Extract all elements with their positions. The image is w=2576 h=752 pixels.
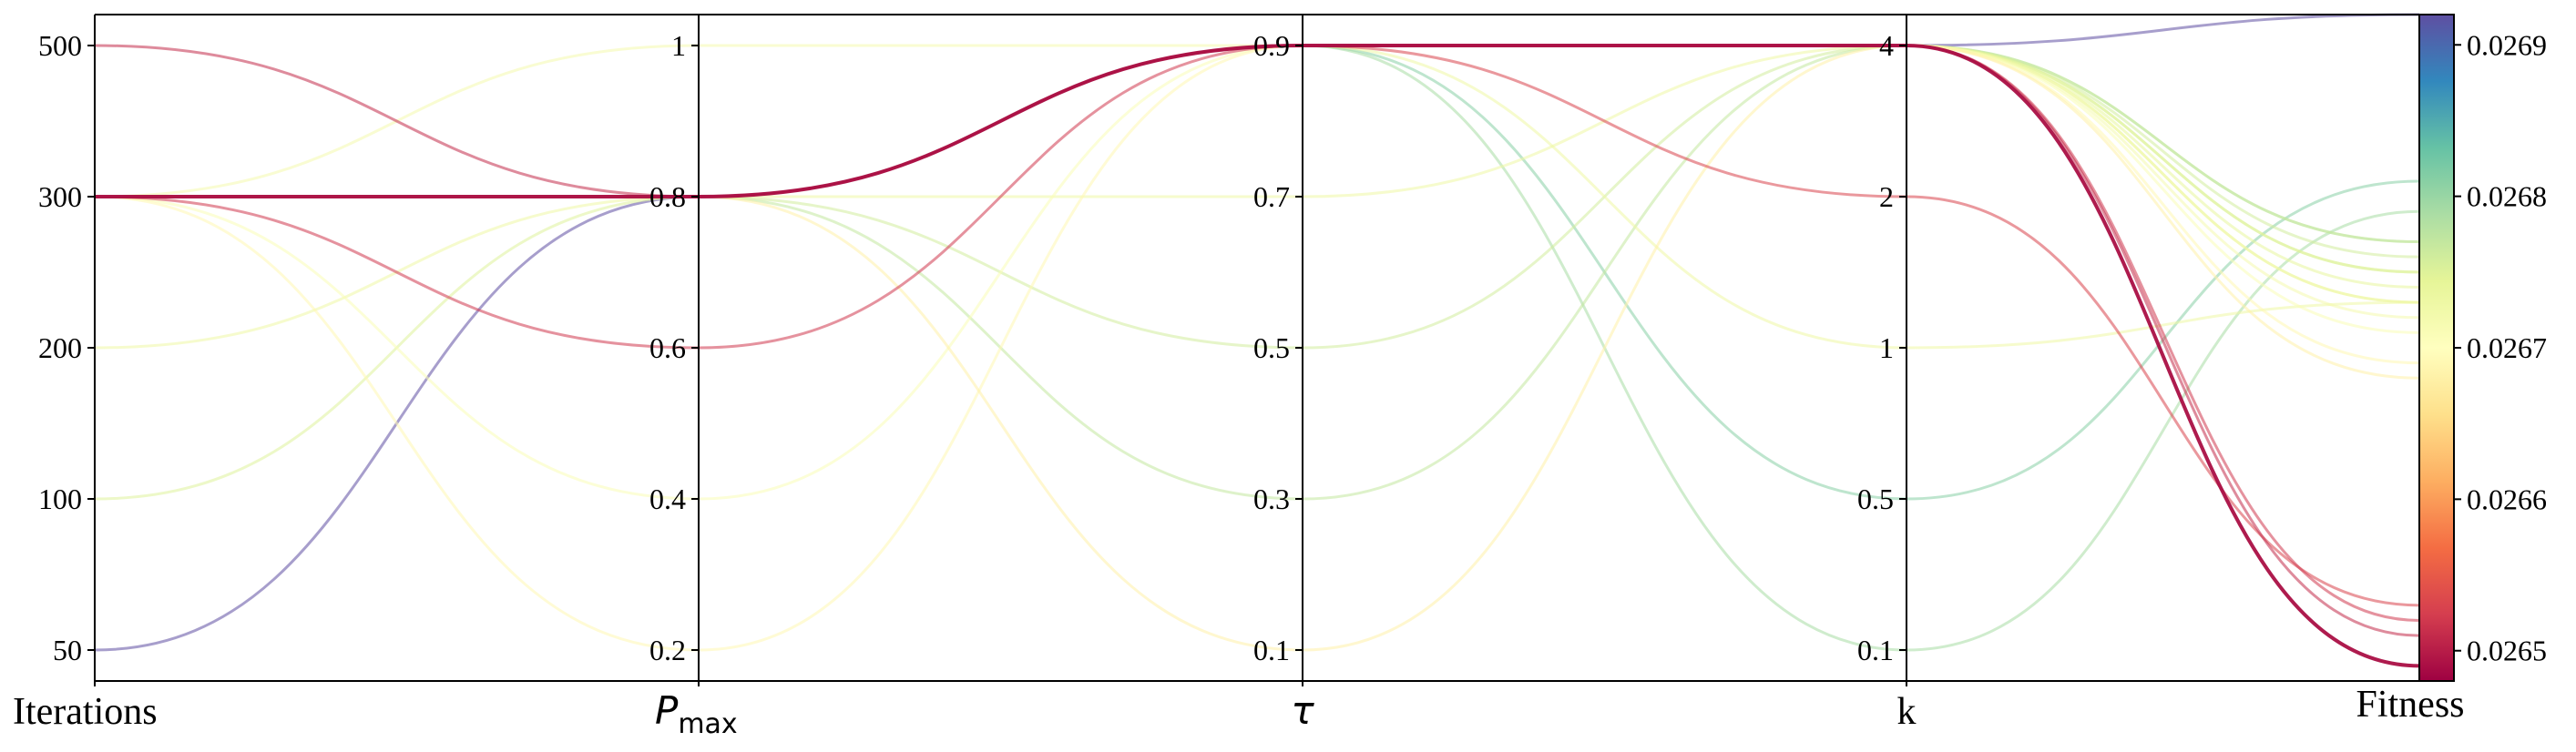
tick-label: 0.3	[1253, 483, 1290, 515]
tick-label: 2	[1879, 180, 1894, 213]
axis-name-iterations: Iterations	[13, 691, 158, 733]
tick-label: 500	[38, 29, 82, 62]
colorbar-tick-label: 0.0267	[2467, 331, 2547, 364]
axis-labels: Iterations Pmax τ k Fitness	[13, 684, 2465, 740]
tick-label: 0.9	[1253, 29, 1290, 62]
axis-name-pmax: Pmax	[655, 688, 738, 740]
tick-label: 0.1	[1857, 634, 1894, 666]
tick-label: 0.5	[1253, 331, 1290, 364]
tick-label: 50	[53, 634, 82, 666]
axis-name-tau: τ	[1291, 688, 1314, 733]
tick-label: 0.6	[649, 331, 686, 364]
colorbar-tick-label: 0.0268	[2467, 180, 2547, 213]
series-line	[94, 43, 2420, 668]
tick-label: 0.2	[649, 634, 686, 666]
axis-name-k: k	[1897, 691, 1917, 733]
tick-label: 300	[38, 180, 82, 213]
series-line	[94, 44, 2420, 652]
tick-label: 0.7	[1253, 180, 1290, 213]
tick-label: 0.1	[1253, 634, 1290, 666]
tick-label: 0.5	[1857, 483, 1894, 515]
colorbar-tick-label: 0.0266	[2467, 483, 2547, 515]
tick-label: 1	[671, 29, 686, 62]
plot-frame	[95, 14, 2419, 682]
tick-label: 0.4	[649, 483, 686, 515]
tick-label: 4	[1879, 29, 1894, 62]
colorbar: 0.0265 0.0266 0.0267 0.0268 0.0269	[2418, 14, 2547, 682]
colorbar-tick-label: 0.0265	[2467, 635, 2547, 667]
colorbar-tick-label: 0.0269	[2467, 28, 2547, 61]
colorbar-gradient	[2418, 14, 2455, 682]
tick-label: 100	[38, 483, 82, 515]
axis-name-fitness: Fitness	[2356, 684, 2464, 726]
tick-label: 0.8	[649, 180, 686, 213]
tick-label: 200	[38, 331, 82, 364]
series-line	[94, 44, 2420, 607]
axes: 50 100 200 300 500 0.2 0.4 0.6 0.8 1 0.1 0.3 0.5 0.7 0…	[38, 15, 1907, 686]
tick-label: 1	[1879, 331, 1894, 364]
series-line	[94, 44, 2420, 501]
